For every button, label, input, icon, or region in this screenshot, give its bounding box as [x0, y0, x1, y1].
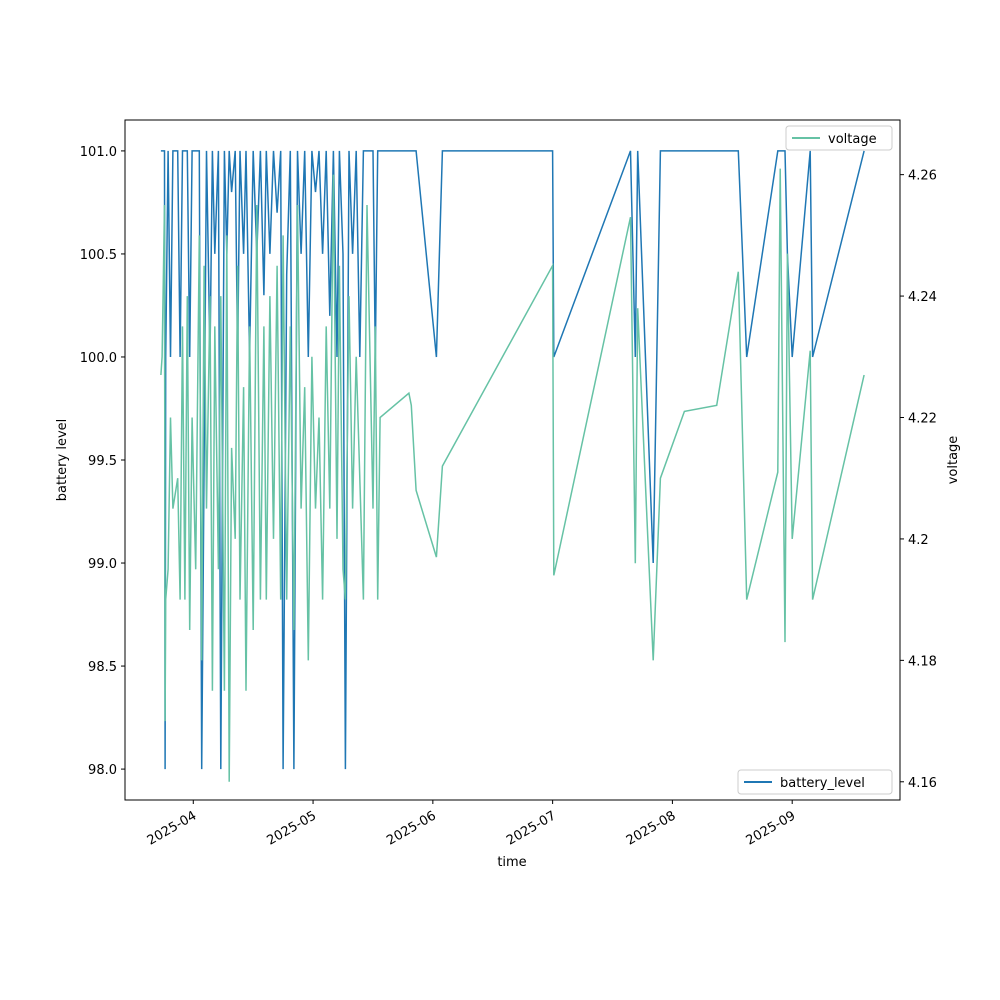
- y2-tick-label: 4.26: [908, 169, 937, 184]
- legend-label: battery_level: [780, 776, 865, 791]
- y-tick-label: 101.0: [80, 145, 117, 160]
- y-tick-label: 99.5: [88, 454, 117, 469]
- y-tick-label: 100.5: [80, 248, 117, 263]
- x-tick-label: 2025-06: [384, 808, 439, 848]
- y-tick-label: 99.0: [88, 557, 117, 572]
- y-axis-label: battery level: [55, 419, 70, 502]
- plot-frame: [124, 119, 901, 801]
- legend-label: voltage: [828, 132, 877, 147]
- y-tick-label: 98.0: [88, 763, 117, 778]
- y-tick-label: 98.5: [88, 660, 117, 675]
- y2-tick-label: 4.22: [908, 412, 937, 427]
- x-tick-label: 2025-07: [504, 808, 559, 848]
- x-tick-label: 2025-09: [744, 808, 799, 848]
- y2-tick-label: 4.16: [908, 776, 937, 791]
- x-tick-label: 2025-05: [265, 808, 320, 848]
- legend-box: [785, 125, 893, 151]
- data-line: [160, 150, 865, 770]
- legend-box: [737, 769, 893, 795]
- legend: voltage: [785, 125, 893, 151]
- y2-axis-label: voltage: [946, 436, 961, 485]
- x-tick-label: 2025-04: [145, 808, 200, 848]
- y2-tick-label: 4.2: [908, 533, 929, 548]
- y-tick-label: 100.0: [80, 351, 117, 366]
- y2-tick-label: 4.18: [908, 654, 937, 669]
- y2-tick-label: 4.24: [908, 290, 937, 305]
- data-line: [160, 168, 865, 782]
- legend: battery_level: [737, 769, 893, 795]
- x-axis-label: time: [497, 855, 526, 870]
- x-tick-label: 2025-08: [624, 808, 679, 848]
